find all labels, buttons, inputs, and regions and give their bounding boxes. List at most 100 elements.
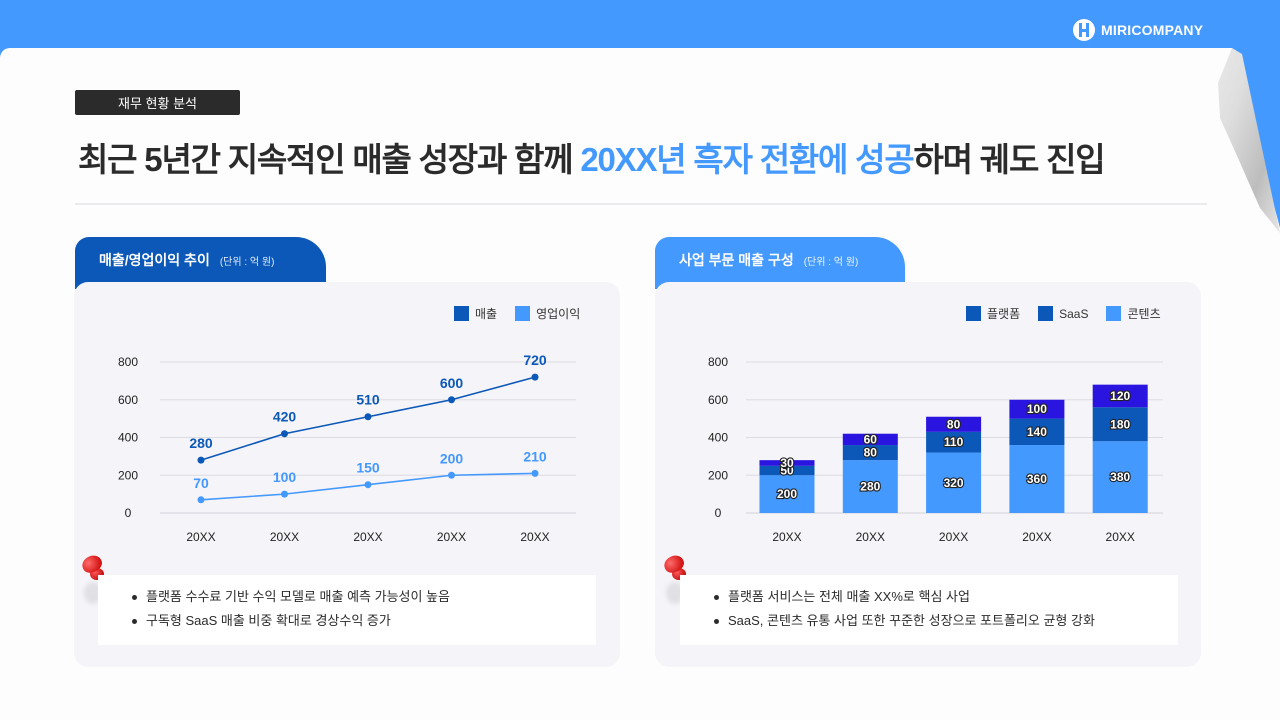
right-panel-unit: (단위 : 억 원) (803, 257, 859, 268)
right-notes: 플랫폼 서비스는 전체 매출 XX%로 핵심 사업 SaaS, 콘텐츠 유통 사… (680, 575, 1178, 645)
x-tick-label: 20XX (856, 530, 885, 544)
bar-segment (759, 465, 815, 476)
brand-name: MIRICOMPANY (1101, 22, 1204, 38)
data-label: 100 (273, 469, 297, 485)
left-panel-unit: (단위 : 억 원) (219, 257, 275, 268)
legend-swatch (454, 306, 469, 321)
data-point (531, 373, 539, 381)
legend-swatch (1106, 306, 1122, 321)
bar-segment (842, 445, 898, 461)
note-item: 플랫폼 서비스는 전체 매출 XX%로 핵심 사업 (714, 585, 1178, 609)
bar-segment (842, 460, 898, 513)
y-tick-label: 800 (708, 355, 728, 369)
data-label: 200 (440, 450, 464, 466)
bar-value-label: 180 (1110, 417, 1130, 431)
bar-segment (842, 433, 898, 446)
note-item: 구독형 SaaS 매출 비중 확대로 경상수익 증가 (132, 609, 596, 633)
y-tick-label: 600 (708, 393, 728, 407)
y-tick-label: 200 (708, 468, 728, 482)
bar-value-label: 50 (780, 464, 794, 478)
data-label: 420 (273, 409, 297, 425)
legend-item-platform: 플랫폼 (966, 305, 1020, 322)
right-legend: 플랫폼 SaaS 콘텐츠 (956, 305, 1161, 322)
bar-segment (759, 475, 815, 513)
brand-logo: MIRICOMPANY (1073, 19, 1203, 41)
logo-mark-icon (1073, 19, 1095, 41)
bar-value-label: 320 (944, 476, 964, 490)
legend-item-operating-profit: 영업이익 (515, 305, 580, 322)
right-panel-title: 사업 부문 매출 구성 (679, 252, 794, 268)
note-item: SaaS, 콘텐츠 유통 사업 또한 꾸준한 성장으로 포트폴리오 균형 강화 (714, 609, 1178, 633)
bar-value-label: 140 (1027, 425, 1047, 439)
data-point (281, 490, 288, 498)
x-tick-label: 20XX (186, 530, 215, 544)
bar-segment (1092, 384, 1148, 408)
data-point (197, 496, 205, 504)
data-point (448, 396, 455, 404)
x-tick-label: 20XX (437, 530, 466, 544)
data-point (364, 413, 372, 421)
line-chart: 0 200 400 600 800 20XX 20XX 20XX 20XX 20XX 280 420 5… (118, 352, 576, 544)
x-tick-label: 20XX (520, 530, 549, 544)
x-tick-label: 20XX (353, 530, 382, 544)
legend-swatch (1038, 306, 1054, 321)
bar-value-label: 30 (780, 456, 794, 470)
left-panel-tab: 매출/영업이익 추이 (단위 : 억 원) (75, 237, 326, 289)
legend-swatch (966, 306, 981, 321)
bar-value-label: 110 (944, 435, 964, 449)
left-panel-title: 매출/영업이익 추이 (99, 252, 210, 268)
data-point (448, 471, 455, 479)
y-tick-label: 200 (118, 468, 138, 482)
bar-value-label: 280 (860, 480, 880, 494)
bar-segment (1009, 399, 1065, 419)
bar-segment (1092, 407, 1148, 442)
legend-item-contents: 콘텐츠 (1106, 305, 1161, 322)
right-panel-tab: 사업 부문 매출 구성 (단위 : 억 원) (655, 237, 905, 289)
bar-value-label: 80 (947, 417, 961, 431)
data-point (531, 469, 539, 477)
bar-segment (926, 416, 982, 432)
top-banner (0, 0, 1280, 50)
left-legend: 매출 영업이익 (444, 305, 580, 322)
x-tick-label: 20XX (939, 530, 968, 544)
data-label: 150 (356, 460, 380, 476)
bar-value-label: 200 (777, 487, 797, 501)
left-notes: 플랫폼 수수료 기반 수익 모델로 매출 예측 가능성이 높음 구독형 SaaS… (98, 575, 596, 645)
data-label: 280 (189, 435, 213, 451)
data-point (364, 481, 372, 489)
data-point (281, 430, 288, 438)
y-tick-label: 400 (118, 431, 138, 445)
stacked-bar-chart: 020040060080020XX200503020XX280806020XX3… (708, 355, 1163, 544)
bar-segment (759, 460, 815, 466)
y-tick-label: 600 (118, 393, 138, 407)
bar-value-label: 80 (864, 446, 878, 460)
data-label: 70 (193, 475, 209, 491)
x-tick-label: 20XX (1022, 530, 1051, 544)
section-tag: 재무 현황 분석 (75, 90, 240, 115)
y-tick-label: 0 (715, 506, 722, 520)
bar-segment (926, 452, 982, 513)
x-tick-label: 20XX (270, 530, 299, 544)
legend-swatch (515, 306, 531, 321)
bar-value-label: 380 (1110, 470, 1130, 484)
bar-segment (1009, 445, 1065, 513)
x-tick-label: 20XX (1106, 530, 1135, 544)
legend-item-saas: SaaS (1038, 306, 1088, 321)
bar-segment (1092, 441, 1148, 513)
bar-segment (1009, 418, 1065, 446)
note-item: 플랫폼 수수료 기반 수익 모델로 매출 예측 가능성이 높음 (132, 585, 596, 609)
data-point (197, 456, 205, 464)
data-label: 720 (523, 352, 547, 368)
title-highlight: 20XX년 흑자 전환에 성공 (580, 141, 914, 178)
y-tick-label: 0 (125, 506, 132, 520)
data-label: 600 (440, 375, 464, 391)
bar-value-label: 120 (1110, 389, 1130, 403)
bar-value-label: 100 (1027, 402, 1047, 416)
y-tick-label: 800 (118, 355, 138, 369)
data-label: 210 (523, 448, 547, 464)
bar-segment (926, 431, 982, 453)
data-label: 510 (356, 392, 380, 408)
legend-item-revenue: 매출 (454, 305, 497, 322)
page-title: 최근 5년간 지속적인 매출 성장과 함께 20XX년 흑자 전환에 성공하며 … (78, 141, 1106, 178)
x-tick-label: 20XX (772, 530, 801, 544)
